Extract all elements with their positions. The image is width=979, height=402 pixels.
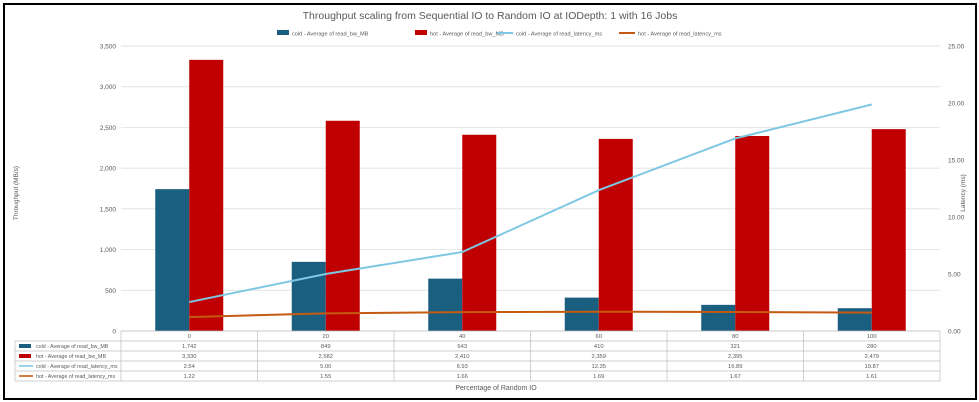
- legend-swatch: [277, 30, 289, 35]
- chart-frame: Throughput scaling from Sequential IO to…: [3, 3, 977, 400]
- y2-axis-label: Latency (ms): [960, 174, 967, 212]
- table-cell: 2,359: [591, 354, 606, 360]
- bar-cold: [837, 308, 872, 331]
- table-series-name: hot - Average of read_bw_MB: [36, 354, 106, 360]
- table-cell: 1.55: [320, 374, 331, 380]
- y-tick-label: 0: [112, 329, 116, 336]
- bar-cold: [428, 278, 463, 331]
- table-cell: 3,330: [182, 354, 197, 360]
- table-cell: 643: [457, 344, 467, 350]
- legend-label: cold - Average of read_bw_MB: [292, 32, 369, 38]
- y-tick-label: 3,500: [100, 44, 117, 51]
- legend: cold - Average of read_bw_MB hot - Averag…: [277, 30, 722, 38]
- table-cell: 2,582: [318, 354, 333, 360]
- bar-hot: [325, 120, 360, 331]
- table-cell: 1.69: [593, 374, 604, 380]
- table-cell: 1.22: [184, 374, 195, 380]
- table-cell: 1,742: [182, 344, 197, 350]
- table-cell: 5.00: [320, 364, 331, 370]
- x-tick-label: 20: [323, 334, 329, 340]
- x-tick-label: 80: [732, 334, 738, 340]
- bar-hot: [462, 134, 497, 331]
- table-cell: 280: [867, 344, 877, 350]
- y-tick-label: 3,000: [100, 84, 117, 91]
- chart-title: Throughput scaling from Sequential IO to…: [303, 10, 678, 22]
- gridlines: [121, 45, 940, 332]
- table-cell: 2,479: [864, 354, 879, 360]
- y2-tick-label: 15.00: [948, 158, 965, 165]
- table-cell: 849: [321, 344, 331, 350]
- y2-axis-ticks: 0.00 5.00 10.00 15.00 20.00 25.00: [948, 44, 965, 336]
- table-legend-swatch: [19, 344, 31, 348]
- table-cell: 321: [730, 344, 740, 350]
- bar-cold: [564, 297, 599, 331]
- bar-cold: [701, 304, 736, 331]
- bar-hot: [871, 129, 906, 331]
- line-cold-latency: [189, 103, 872, 304]
- table-cell: 2.54: [184, 364, 196, 370]
- legend-label: hot - Average of read_bw_MB: [430, 32, 504, 38]
- table-series-name: cold - Average of read_latency_ms: [36, 364, 118, 370]
- latency-lines: [189, 103, 872, 319]
- table-cell: 1.61: [866, 374, 877, 380]
- table-legend-swatch: [19, 354, 31, 358]
- line-hot-latency: [189, 310, 872, 319]
- y2-tick-label: 0.00: [948, 329, 961, 336]
- x-tick-label: 100: [867, 334, 877, 340]
- table-cell: 1.67: [730, 374, 741, 380]
- y2-tick-label: 20.00: [948, 101, 965, 108]
- table-cell: 2,410: [455, 354, 470, 360]
- x-axis-label: Percentage of Random IO: [455, 385, 537, 392]
- table-cell: 6.93: [457, 364, 468, 370]
- bar-cold: [291, 261, 326, 331]
- y-tick-label: 2,500: [100, 125, 117, 132]
- y-tick-label: 1,000: [100, 247, 117, 254]
- y2-tick-label: 25.00: [948, 44, 965, 51]
- combo-chart: Throughput scaling from Sequential IO to…: [13, 10, 967, 392]
- y-axis-label: Throughput (MB/s): [13, 166, 20, 220]
- x-tick-label: 40: [459, 334, 465, 340]
- bars: [155, 59, 906, 331]
- bar-hot: [598, 138, 633, 331]
- y-axis-ticks: 0 500 1,000 1,500 2,000 2,500 3,000 3,500: [100, 44, 117, 336]
- data-table: 0 20 40 60 80 100 cold - Average of read_bw_MB…: [14, 330, 941, 382]
- table-cell: 2,395: [728, 354, 743, 360]
- legend-label: cold - Average of read_latency_ms: [516, 32, 602, 38]
- y-tick-label: 2,000: [100, 166, 117, 173]
- x-tick-label: 60: [596, 334, 602, 340]
- bar-hot: [189, 59, 224, 331]
- table-cell: 12.35: [591, 364, 606, 370]
- y2-tick-label: 5.00: [948, 272, 961, 279]
- table-cell: 410: [594, 344, 604, 350]
- bar-cold: [155, 189, 190, 331]
- y-tick-label: 1,500: [100, 206, 117, 213]
- table-cell: 19.87: [864, 364, 879, 370]
- table-cell: 1.66: [457, 374, 468, 380]
- table-series-name: cold - Average of read_bw_MB: [36, 344, 109, 350]
- y-tick-label: 500: [105, 288, 116, 295]
- table-series-name: hot - Average of read_latency_ms: [36, 374, 115, 380]
- legend-swatch: [415, 30, 427, 35]
- y2-tick-label: 10.00: [948, 215, 965, 222]
- x-tick-label: 0: [188, 334, 191, 340]
- legend-label: hot - Average of read_latency_ms: [638, 32, 722, 38]
- bar-hot: [735, 135, 770, 331]
- table-cell: 16.89: [728, 364, 743, 370]
